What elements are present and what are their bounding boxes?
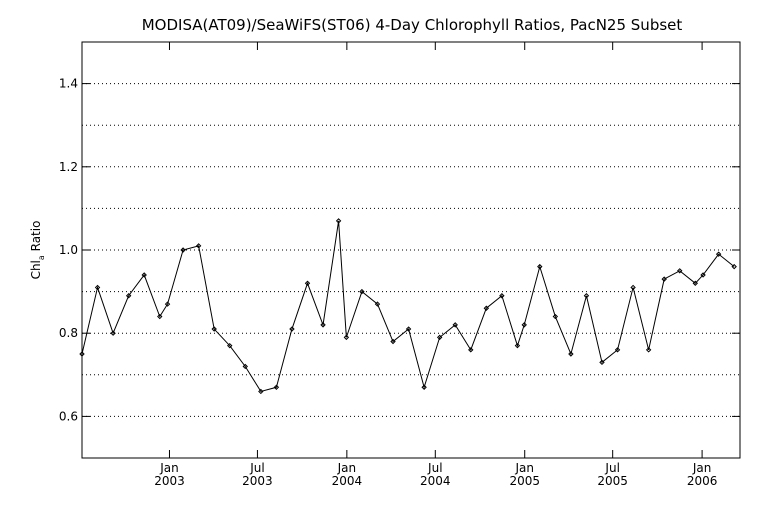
x-tick-label-month: Jan [514,461,534,475]
data-point [468,347,474,353]
data-point [390,338,396,345]
data-point [521,322,527,328]
y-axis: 0.6 0.8 1.0 1.2 1.4 [59,77,740,423]
data-point [79,351,85,357]
x-tick-label-year: 2006 [687,474,718,488]
x-axis: Jan2003Jul2003Jan2004Jul2004Jan2005Jul20… [154,42,717,488]
y-tick-label: 0.8 [59,326,78,340]
data-point [359,288,365,295]
data-point [242,363,248,370]
data-point [436,334,443,341]
y-axis-label-subscript: a [37,255,46,260]
y-axis-label-suffix: Ratio [29,221,43,256]
data-point [715,251,722,257]
x-tick-label-year: 2004 [332,474,363,488]
x-tick-label-month: Jan [337,461,357,475]
y-axis-label: Chla Ratio [29,221,46,280]
data-point [273,384,280,390]
y-tick-label: 1.0 [59,243,78,257]
chart-title: MODISA(AT09)/SeaWiFS(ST06) 4-Day Chlorop… [142,16,683,34]
data-point [405,326,412,332]
data-point [692,280,698,286]
data-point [343,334,350,341]
data-point [157,313,163,320]
data-point [141,272,147,278]
x-tick-label-month: Jan [159,461,179,475]
data-point [320,322,326,328]
data-point [599,359,605,366]
data-point [700,272,706,278]
data-point [164,301,171,307]
data-point [180,247,186,253]
data-point [258,388,264,395]
x-tick-label-month: Jul [427,461,442,475]
data-point [211,326,217,332]
x-tick-label-month: Jul [604,461,619,475]
data-point [514,342,521,349]
x-tick-label-year: 2005 [597,474,628,488]
data-point [731,263,737,270]
data-point [483,305,490,311]
y-tick-label: 1.4 [59,77,78,91]
x-tick-label-month: Jan [692,461,712,475]
data-point [374,301,381,307]
data-point [499,293,505,299]
data-point [304,280,311,286]
y-tick-label: 1.2 [59,160,78,174]
data-point [289,326,295,332]
x-tick-label-year: 2004 [420,474,451,488]
data-point [195,243,202,249]
data-point [630,284,636,291]
y-axis-label-main: Chl [29,260,43,279]
data-point [421,384,427,390]
y-tick-label: 0.6 [59,409,78,423]
data-point [537,263,543,270]
data-point [645,347,652,353]
series-line [81,220,735,393]
data-point [614,347,621,353]
data-point [227,342,233,349]
data-point [677,268,683,274]
data-point [110,330,116,336]
data-point [583,293,590,299]
series-group [79,218,737,395]
data-point [661,276,667,282]
x-tick-label-year: 2003 [242,474,273,488]
grid-lines [82,83,740,417]
data-point [125,293,132,299]
data-point [335,218,342,224]
x-tick-label-year: 2005 [509,474,540,488]
data-point [552,313,559,320]
x-tick-label-month: Jul [249,461,264,475]
data-point [94,284,101,291]
data-point [568,351,574,357]
x-tick-label-year: 2003 [154,474,185,488]
data-point [452,322,458,328]
